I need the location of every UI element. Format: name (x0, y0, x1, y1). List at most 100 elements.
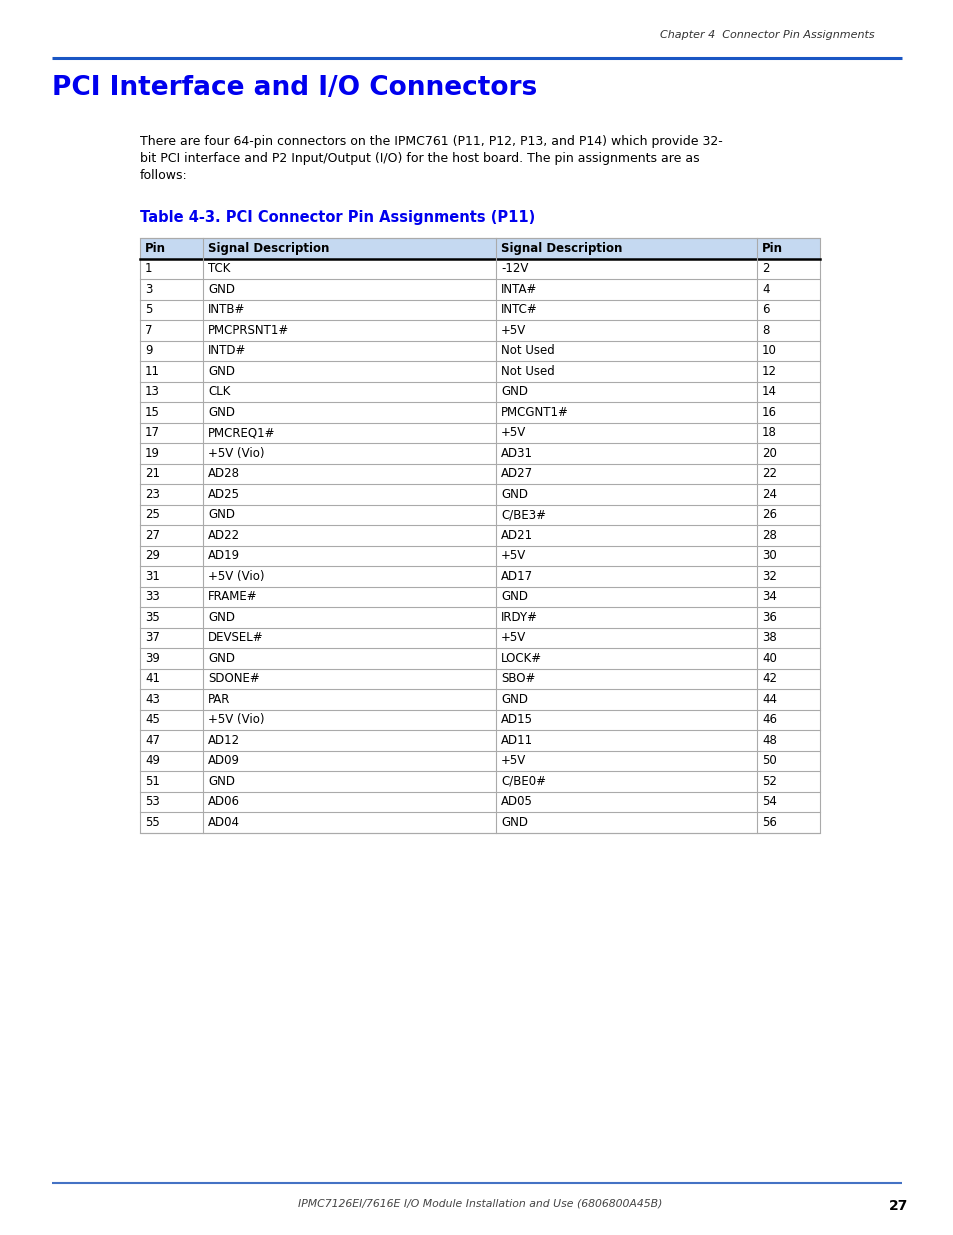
Text: PCI Interface and I/O Connectors: PCI Interface and I/O Connectors (52, 75, 537, 101)
Text: INTD#: INTD# (208, 345, 246, 357)
Text: 48: 48 (761, 734, 776, 747)
Text: DEVSEL#: DEVSEL# (208, 631, 263, 645)
Text: Not Used: Not Used (500, 345, 554, 357)
Text: 4: 4 (761, 283, 769, 295)
Text: AD21: AD21 (500, 529, 533, 542)
Text: 46: 46 (761, 714, 776, 726)
Text: 5: 5 (145, 304, 152, 316)
Text: GND: GND (208, 406, 234, 419)
Text: 8: 8 (761, 324, 768, 337)
Bar (140, 238, 820, 258)
Text: C/BE3#: C/BE3# (500, 509, 545, 521)
Text: 1: 1 (145, 262, 152, 275)
Text: PMCREQ1#: PMCREQ1# (208, 426, 275, 440)
Text: 18: 18 (761, 426, 776, 440)
Text: AD28: AD28 (208, 467, 240, 480)
Text: 19: 19 (145, 447, 160, 459)
Text: 26: 26 (761, 509, 776, 521)
Text: 21: 21 (145, 467, 160, 480)
Text: Pin: Pin (145, 242, 166, 254)
Text: 51: 51 (145, 774, 160, 788)
Text: GND: GND (208, 364, 234, 378)
Text: AD15: AD15 (500, 714, 533, 726)
Text: follows:: follows: (140, 169, 188, 182)
Text: 14: 14 (761, 385, 776, 398)
Text: AD06: AD06 (208, 795, 240, 808)
Text: 11: 11 (145, 364, 160, 378)
Text: 56: 56 (761, 816, 776, 829)
Text: 42: 42 (761, 672, 776, 685)
Text: 13: 13 (145, 385, 160, 398)
Text: 32: 32 (761, 569, 776, 583)
Text: CLK: CLK (208, 385, 230, 398)
Text: +5V: +5V (500, 324, 526, 337)
Text: AD31: AD31 (500, 447, 533, 459)
Text: GND: GND (208, 611, 234, 624)
Text: +5V: +5V (500, 631, 526, 645)
Text: +5V (Vio): +5V (Vio) (208, 569, 264, 583)
Text: Table 4-3. PCI Connector Pin Assignments (P11): Table 4-3. PCI Connector Pin Assignments… (140, 210, 535, 225)
Text: 25: 25 (145, 509, 160, 521)
Text: 45: 45 (145, 714, 160, 726)
Text: +5V (Vio): +5V (Vio) (208, 714, 264, 726)
Text: 52: 52 (761, 774, 776, 788)
Text: FRAME#: FRAME# (208, 590, 257, 603)
Text: IPMC7126EI/7616E I/O Module Installation and Use (6806800A45B): IPMC7126EI/7616E I/O Module Installation… (297, 1199, 661, 1209)
Text: 28: 28 (761, 529, 776, 542)
Text: PMCPRSNT1#: PMCPRSNT1# (208, 324, 289, 337)
Bar (140, 238, 820, 832)
Text: GND: GND (208, 509, 234, 521)
Text: 23: 23 (145, 488, 160, 500)
Text: 33: 33 (145, 590, 159, 603)
Text: 10: 10 (761, 345, 776, 357)
Text: 43: 43 (145, 693, 160, 705)
Text: INTB#: INTB# (208, 304, 245, 316)
Text: 55: 55 (145, 816, 159, 829)
Text: 6: 6 (761, 304, 769, 316)
Text: Pin: Pin (761, 242, 782, 254)
Text: 40: 40 (761, 652, 776, 664)
Text: AD19: AD19 (208, 550, 240, 562)
Text: 36: 36 (761, 611, 776, 624)
Text: AD25: AD25 (208, 488, 240, 500)
Text: Signal Description: Signal Description (208, 242, 329, 254)
Text: 49: 49 (145, 755, 160, 767)
Text: GND: GND (208, 652, 234, 664)
Text: 16: 16 (761, 406, 776, 419)
Text: 7: 7 (145, 324, 152, 337)
Text: +5V: +5V (500, 550, 526, 562)
Text: 47: 47 (145, 734, 160, 747)
Text: 54: 54 (761, 795, 776, 808)
Text: 27: 27 (887, 1199, 907, 1213)
Text: 15: 15 (145, 406, 160, 419)
Text: 31: 31 (145, 569, 160, 583)
Text: LOCK#: LOCK# (500, 652, 541, 664)
Text: 39: 39 (145, 652, 160, 664)
Text: GND: GND (500, 693, 527, 705)
Text: 50: 50 (761, 755, 776, 767)
Text: 20: 20 (761, 447, 776, 459)
Text: 22: 22 (761, 467, 776, 480)
Text: 34: 34 (761, 590, 776, 603)
Text: GND: GND (500, 385, 527, 398)
Text: AD12: AD12 (208, 734, 240, 747)
Text: Chapter 4  Connector Pin Assignments: Chapter 4 Connector Pin Assignments (659, 30, 874, 40)
Text: 38: 38 (761, 631, 776, 645)
Text: 27: 27 (145, 529, 160, 542)
Text: AD27: AD27 (500, 467, 533, 480)
Text: AD09: AD09 (208, 755, 240, 767)
Text: 2: 2 (761, 262, 769, 275)
Text: 17: 17 (145, 426, 160, 440)
Text: SBO#: SBO# (500, 672, 535, 685)
Text: SDONE#: SDONE# (208, 672, 259, 685)
Text: +5V: +5V (500, 426, 526, 440)
Text: AD11: AD11 (500, 734, 533, 747)
Text: bit PCI interface and P2 Input/Output (I/O) for the host board. The pin assignme: bit PCI interface and P2 Input/Output (I… (140, 152, 699, 165)
Text: GND: GND (500, 488, 527, 500)
Text: AD05: AD05 (500, 795, 533, 808)
Text: C/BE0#: C/BE0# (500, 774, 545, 788)
Text: 41: 41 (145, 672, 160, 685)
Text: 12: 12 (761, 364, 776, 378)
Text: There are four 64-pin connectors on the IPMC761 (P11, P12, P13, and P14) which p: There are four 64-pin connectors on the … (140, 135, 722, 148)
Text: Not Used: Not Used (500, 364, 554, 378)
